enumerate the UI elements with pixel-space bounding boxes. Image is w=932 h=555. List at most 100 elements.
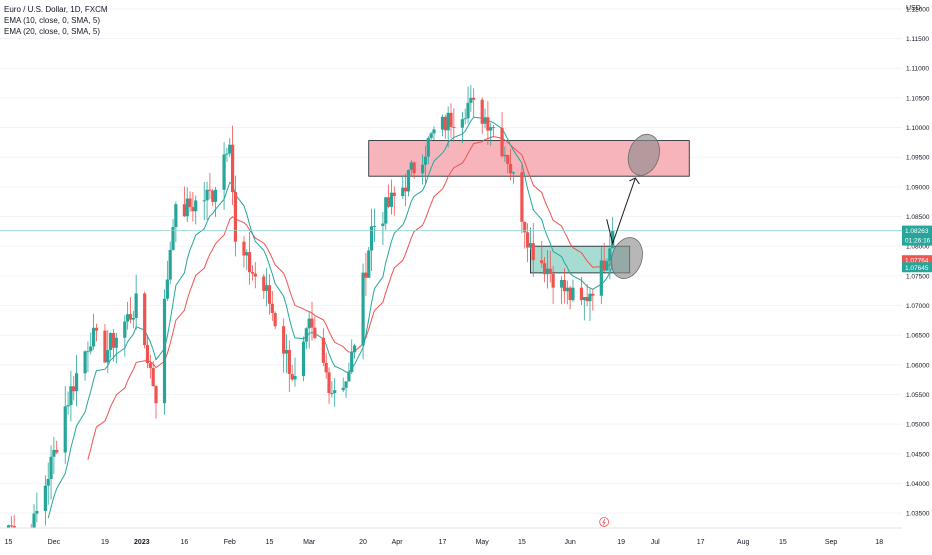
ema-slow-line bbox=[87, 135, 614, 460]
price-tick-label: 1.06000 bbox=[906, 362, 930, 369]
candle-body bbox=[94, 327, 99, 331]
candle-body bbox=[324, 362, 328, 373]
candle-body bbox=[191, 207, 195, 212]
candle-body bbox=[608, 248, 612, 262]
time-tick-label: Aug bbox=[737, 539, 750, 546]
candle-body bbox=[429, 133, 433, 139]
ema-slow-label[interactable]: EMA (20, close, 0, SMA, 5) bbox=[4, 27, 101, 36]
time-tick-label: Mar bbox=[303, 539, 316, 546]
lightning-icon bbox=[599, 517, 610, 527]
candle-body bbox=[270, 303, 274, 313]
last-price-badge-bg bbox=[902, 225, 932, 246]
candle-body bbox=[545, 268, 550, 275]
candle-body bbox=[304, 328, 308, 342]
candle-body bbox=[126, 314, 130, 322]
projection-arrow bbox=[606, 177, 636, 245]
candle-body bbox=[446, 112, 450, 131]
candle-body bbox=[131, 318, 135, 320]
last-price-badge: 1.08263 bbox=[905, 228, 929, 235]
candle-body bbox=[265, 285, 269, 291]
candle-body bbox=[432, 129, 436, 134]
candle-body bbox=[313, 327, 317, 338]
candle-body bbox=[287, 349, 291, 375]
candle-body bbox=[89, 346, 93, 352]
candle-body bbox=[602, 260, 606, 271]
candle-body bbox=[174, 204, 178, 228]
time-tick-label: 2023 bbox=[134, 539, 150, 546]
candle-body bbox=[531, 243, 535, 261]
time-tick-label: 15 bbox=[779, 539, 787, 546]
time-tick-label: 20 bbox=[359, 539, 367, 546]
candle-body bbox=[205, 189, 209, 201]
candle-body bbox=[293, 376, 297, 380]
candle-body bbox=[449, 112, 453, 127]
candle-body bbox=[469, 97, 473, 103]
lightning-bolt bbox=[602, 518, 606, 526]
candle-body bbox=[480, 99, 484, 124]
time-axis-bg bbox=[0, 528, 932, 550]
candle-body bbox=[352, 345, 357, 353]
candle-body bbox=[145, 345, 150, 364]
candle-body bbox=[472, 97, 476, 100]
candle-body bbox=[262, 276, 266, 291]
candle-body bbox=[392, 192, 396, 197]
price-tick-label: 1.07000 bbox=[906, 303, 930, 310]
ema-fast-label[interactable]: EMA (10, close, 0, SMA, 5) bbox=[4, 16, 101, 25]
candle-body bbox=[307, 318, 311, 329]
candle-body bbox=[74, 373, 79, 392]
candle-body bbox=[225, 153, 229, 155]
candle-body bbox=[250, 272, 255, 274]
candle-body bbox=[381, 223, 385, 227]
time-tick-label: Jun bbox=[564, 539, 575, 546]
candle-body bbox=[182, 204, 186, 217]
time-tick-label: Feb bbox=[224, 539, 236, 546]
candle-body bbox=[579, 287, 584, 301]
symbol-title[interactable]: Euro / U.S. Dollar, 1D, FXCM bbox=[4, 5, 108, 14]
candle-body bbox=[511, 172, 516, 174]
candle-body bbox=[440, 116, 445, 130]
candle-body bbox=[605, 261, 609, 271]
candle-body bbox=[565, 287, 569, 292]
time-tick-label: 19 bbox=[101, 539, 109, 546]
candle-body bbox=[72, 386, 76, 392]
candle-body bbox=[562, 279, 567, 292]
ema-fast-line bbox=[47, 116, 614, 519]
candle-body bbox=[301, 341, 306, 377]
time-tick-label: 19 bbox=[617, 539, 625, 546]
candle-body bbox=[389, 192, 394, 207]
candle-body bbox=[86, 351, 90, 353]
candle-body bbox=[503, 154, 507, 157]
candle-body bbox=[245, 252, 249, 256]
time-tick-label: 15 bbox=[5, 539, 13, 546]
candle-body bbox=[525, 232, 530, 248]
candle-body bbox=[401, 187, 405, 197]
candle-body bbox=[194, 200, 198, 212]
candle-body bbox=[406, 169, 411, 192]
ema-slow-badge: 1.07764 bbox=[905, 258, 929, 265]
candle-body bbox=[185, 198, 189, 217]
candle-body bbox=[282, 326, 286, 354]
candle-body bbox=[460, 119, 464, 128]
candle-body bbox=[111, 333, 116, 348]
candle-body bbox=[123, 321, 127, 338]
price-tick-label: 1.06500 bbox=[906, 333, 930, 340]
candle-body bbox=[233, 192, 238, 242]
candle-body bbox=[528, 243, 533, 248]
candle-body bbox=[344, 381, 348, 388]
price-tick-label: 1.04500 bbox=[906, 451, 930, 458]
candle-body bbox=[106, 350, 110, 363]
candle-body bbox=[63, 406, 67, 453]
candle-body bbox=[248, 252, 252, 273]
candle-body bbox=[109, 333, 113, 351]
candle-body bbox=[327, 372, 331, 394]
candle-body bbox=[202, 200, 206, 202]
candle-body bbox=[228, 144, 232, 154]
candle-body bbox=[9, 525, 13, 527]
candle-body bbox=[208, 189, 212, 191]
price-axis-bg bbox=[902, 0, 932, 550]
candle-body bbox=[540, 260, 544, 264]
ema-fast-badge: 1.07645 bbox=[905, 265, 929, 272]
candle-body bbox=[222, 154, 226, 190]
